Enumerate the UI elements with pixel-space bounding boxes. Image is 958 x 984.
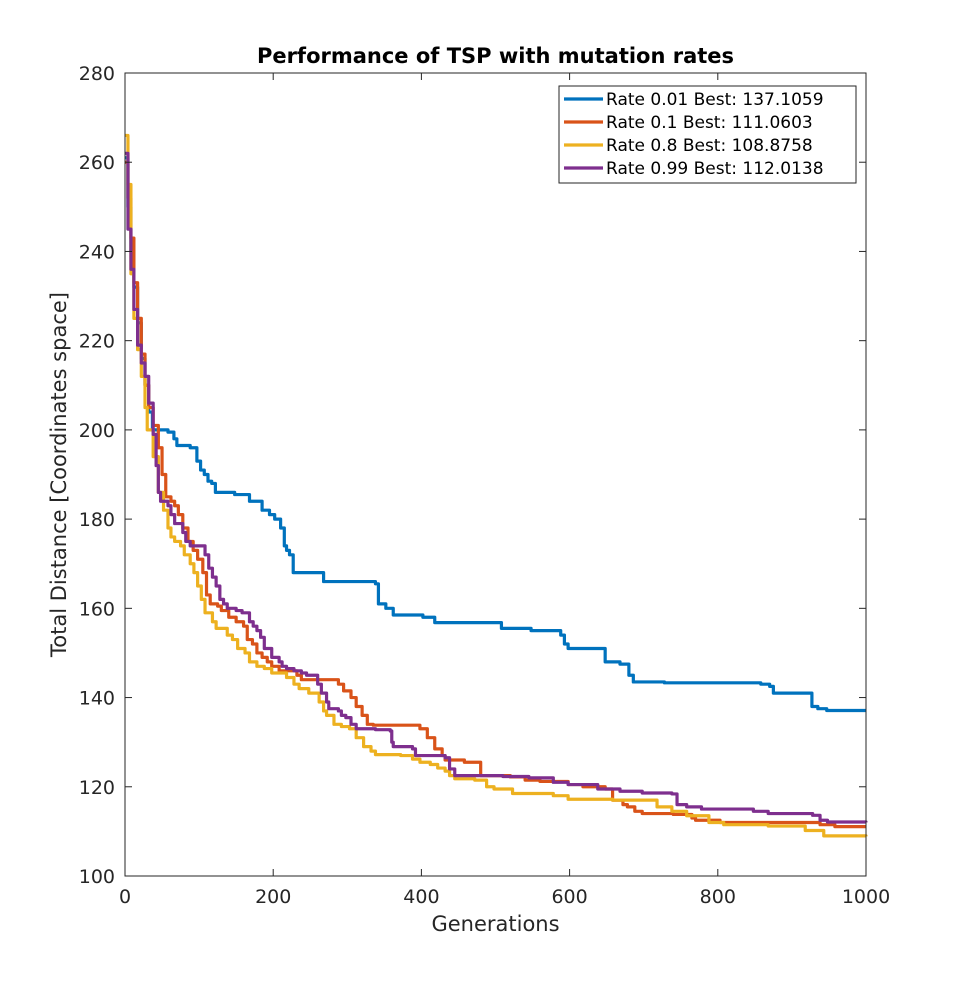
y-tick-label: 220	[79, 331, 115, 353]
plot-frame	[124, 72, 867, 877]
legend: Rate 0.01 Best: 137.1059 Rate 0.1 Best: 1…	[558, 85, 857, 184]
x-tick-label: 200	[255, 886, 291, 908]
y-tick-label: 260	[79, 152, 115, 174]
y-tick-label: 240	[79, 241, 115, 263]
legend-label: Rate 0.1 Best: 111.0603	[606, 113, 813, 133]
legend-box	[558, 85, 857, 184]
x-tick-label: 800	[700, 886, 736, 908]
x-tick-label: 1000	[842, 886, 890, 908]
x-tick-label: 400	[403, 886, 439, 908]
y-tick-label: 280	[79, 63, 115, 85]
x-tick-label: 600	[551, 886, 587, 908]
series-line-0	[125, 156, 866, 713]
y-tick-label: 140	[79, 688, 115, 710]
x-tick-label: 0	[119, 886, 131, 908]
y-tick-label: 180	[79, 509, 115, 531]
legend-label: Rate 0.8 Best: 108.8758	[606, 136, 813, 156]
chart-title: Performance of TSP with mutation rates	[257, 44, 734, 68]
series-line-2	[125, 133, 868, 838]
legend-label: Rate 0.99 Best: 112.0138	[606, 159, 824, 179]
tick-layer: 0 200 400 600 800 1000 100 120 140 160 180 200 220 24…	[79, 63, 890, 908]
series-line-3	[125, 151, 868, 824]
legend-label: Rate 0.01 Best: 137.1059	[606, 90, 824, 110]
y-tick-label: 100	[79, 866, 115, 888]
plot-area	[125, 73, 866, 876]
x-axis-title: Generations	[431, 912, 559, 936]
series-layer	[125, 133, 868, 838]
y-tick-label: 160	[79, 598, 115, 620]
y-axis-title: Total Distance [Coordinates space]	[47, 292, 71, 658]
y-tick-label: 120	[79, 777, 115, 799]
y-tick-label: 200	[79, 420, 115, 442]
